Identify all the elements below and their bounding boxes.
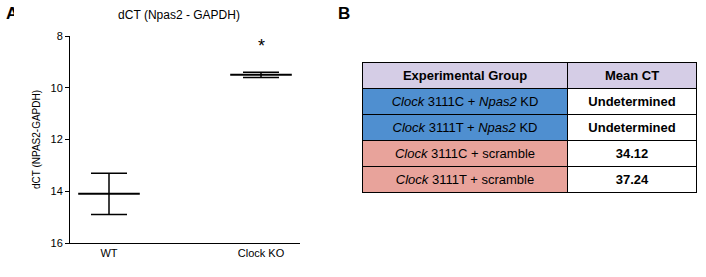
svg-text:Clock KO: Clock KO [238,247,285,259]
svg-text:WT: WT [100,247,117,259]
html-text:Experimental Group: Experimental Group [402,68,528,83]
html-text:Clock 3111C + scramble: Clock 3111C + scramble [395,146,535,161]
html-text:Undetermined: Undetermined [588,94,676,109]
html-text:37.24: 37.24 [615,172,649,187]
svg-text:10: 10 [51,82,63,94]
html-text:Clock 3111T + Npas2 KD: Clock 3111T + Npas2 KD [392,120,538,135]
html-text:B: B [338,4,351,23]
html-text:Clock 3111C + Npas2 KD: Clock 3111C + Npas2 KD [391,94,539,109]
html-text:Clock 3111T + scramble: Clock 3111T + scramble [395,172,535,187]
html-text:Undetermined: Undetermined [588,120,676,135]
svg-text:16: 16 [51,237,63,249]
svg-text:dCT (NPAS2-GAPDH): dCT (NPAS2-GAPDH) [31,90,42,189]
html-text:Mean CT: Mean CT [604,68,660,83]
html-text:A: A [6,4,19,23]
svg-text:14: 14 [51,185,63,197]
svg-text:8: 8 [57,30,63,42]
svg-text:dCT (Npas2 - GAPDH): dCT (Npas2 - GAPDH) [118,8,240,22]
svg-text:*: * [258,36,265,56]
html-text:34.12: 34.12 [615,146,649,161]
svg-text:12: 12 [51,133,63,145]
